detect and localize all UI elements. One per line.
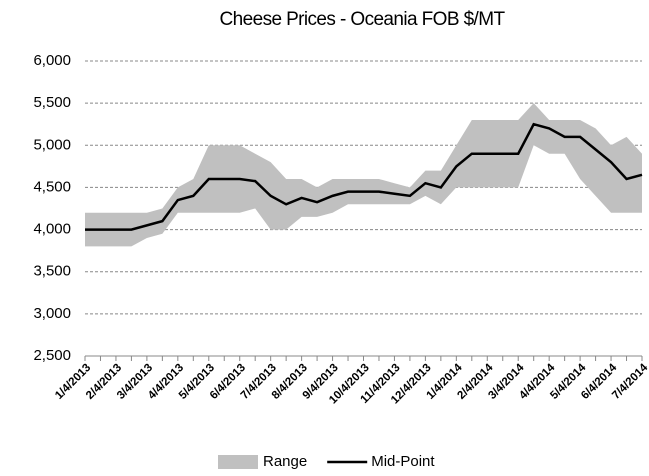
y-tick-label: 5,000 bbox=[33, 136, 71, 153]
mid-line bbox=[85, 122, 643, 231]
y-tick-label: 4,500 bbox=[33, 178, 71, 195]
legend-swatch bbox=[218, 455, 258, 469]
chart-title: Cheese Prices - Oceania FOB $/MT bbox=[220, 9, 506, 30]
y-tick-label: 6,000 bbox=[33, 52, 71, 69]
range-area bbox=[85, 103, 642, 247]
legend-label: Mid-Point bbox=[371, 453, 435, 470]
y-tick-label: 2,500 bbox=[33, 347, 71, 364]
y-tick-label: 3,500 bbox=[33, 263, 71, 280]
legend-label: Range bbox=[263, 453, 307, 470]
y-tick-label: 4,000 bbox=[33, 221, 71, 238]
y-tick-label: 3,000 bbox=[33, 305, 71, 322]
y-tick-label: 5,500 bbox=[33, 94, 71, 111]
